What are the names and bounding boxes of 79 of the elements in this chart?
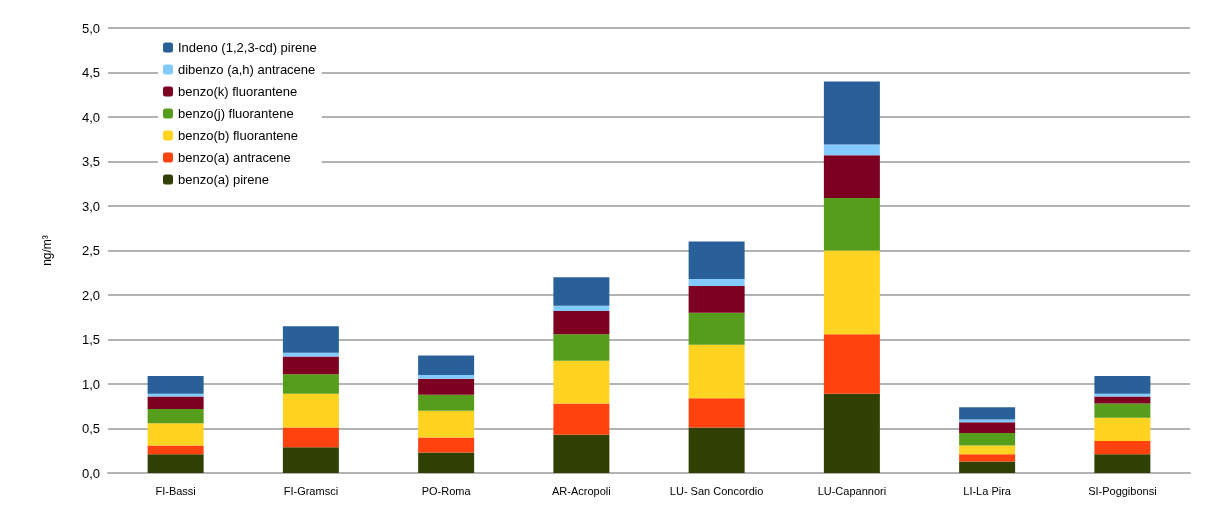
bar: [823, 334, 880, 394]
y-tick-label: 3,5: [81, 154, 100, 169]
y-tick-label: 2,5: [81, 243, 100, 258]
bar: [959, 461, 1016, 473]
bar: [282, 447, 339, 473]
legend-label: benzo(k) fluorantene: [178, 84, 298, 99]
x-tick-label: LI-La Pira: [963, 484, 1012, 497]
y-tick-label: 0,5: [81, 421, 100, 436]
bar: [418, 375, 475, 379]
bar: [688, 312, 745, 345]
bar: [418, 437, 475, 453]
bar: [959, 454, 1016, 462]
bar: [553, 305, 610, 312]
bar: [553, 403, 610, 435]
y-tick-label: 4,5: [81, 65, 100, 80]
y-tick-label: 2,0: [81, 287, 100, 303]
bar: [1094, 396, 1151, 404]
bar: [418, 378, 475, 395]
legend-label: benzo(a) pirene: [178, 172, 270, 187]
bar: [1094, 454, 1151, 473]
bar: [282, 356, 339, 375]
y-tick-label: 1,0: [81, 376, 100, 392]
x-tick-label: SI-Poggibonsi: [1088, 484, 1157, 497]
bar: [823, 250, 880, 335]
x-tick-label: LU-Capannori: [817, 484, 887, 497]
y-axis-title: ng/m³: [40, 235, 54, 266]
bar: [282, 427, 339, 448]
bar: [959, 432, 1016, 446]
bar: [959, 407, 1016, 420]
y-tick-label: 0,0: [81, 465, 100, 481]
bar: [1094, 417, 1151, 441]
bar: [147, 445, 204, 455]
x-tick-label: LU- San Concordio: [669, 484, 764, 497]
legend-label: benzo(j) fluorantene: [178, 106, 294, 121]
legend-label: Indeno (1,2,3-cd) pirene: [178, 40, 317, 55]
legend-label: dibenzo (a,h) antracene: [178, 62, 316, 77]
bar: [823, 393, 880, 473]
bar: [688, 241, 745, 279]
bar: [418, 452, 475, 473]
bar: [282, 393, 339, 428]
bar: [418, 410, 475, 438]
x-tick-label: FI-Bassi: [155, 484, 196, 497]
bar: [282, 326, 339, 353]
y-tick-label: 4,0: [81, 109, 100, 125]
bar: [553, 434, 610, 473]
bar: [553, 277, 610, 306]
bar: [1094, 403, 1151, 418]
x-tick-label: PO-Roma: [421, 484, 472, 497]
bar: [553, 334, 610, 361]
legend-label: benzo(b) fluorantene: [178, 128, 298, 143]
bar: [688, 398, 745, 428]
bar: [823, 155, 880, 198]
bar: [147, 454, 204, 473]
x-tick-label: AR-Acropoli: [552, 484, 611, 497]
bar: [1094, 375, 1151, 394]
bar: [147, 375, 204, 394]
y-tick-label: 3,0: [81, 198, 100, 214]
bar: [959, 422, 1016, 433]
legend-label: benzo(a) antracene: [178, 150, 291, 165]
x-tick-label: FI-Gramsci: [283, 484, 339, 497]
bar: [147, 423, 204, 446]
bar: [418, 355, 475, 376]
y-tick-label: 5,0: [81, 20, 100, 36]
bar: [147, 408, 204, 424]
bar: [823, 81, 880, 145]
bar: [688, 344, 745, 399]
bar: [553, 360, 610, 404]
bar: [418, 394, 475, 411]
y-tick-label: 1,5: [81, 332, 100, 347]
bar: [688, 286, 745, 313]
bar: [1094, 440, 1151, 455]
bar: [823, 144, 880, 156]
bar: [282, 374, 339, 394]
bar: [959, 445, 1016, 455]
bar: [823, 197, 880, 251]
bar: [147, 396, 204, 409]
bar: [688, 427, 745, 473]
bar: [688, 278, 745, 287]
bar: [553, 311, 610, 335]
